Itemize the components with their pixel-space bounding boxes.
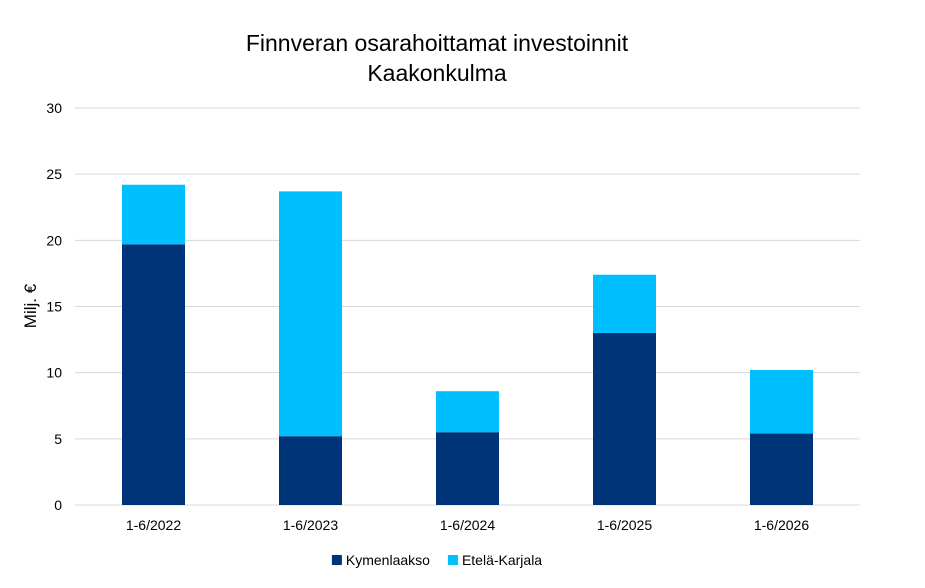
legend-swatch	[447, 555, 458, 565]
chart-subtitle: Kaakonkulma	[367, 60, 507, 86]
legend-item: Etelä-Karjala	[447, 552, 542, 568]
y-axis-title: Milj. €	[21, 283, 40, 328]
y-axis-ticks: 0 5 10 15 20 25 30	[46, 100, 62, 513]
y-tick-label: 5	[54, 431, 62, 447]
y-tick-label: 25	[46, 166, 62, 182]
y-tick-label: 0	[54, 497, 62, 513]
x-tick-label: 1-6/2024	[440, 517, 495, 533]
x-tick-label: 1-6/2023	[283, 517, 338, 533]
legend-label: Etelä-Karjala	[462, 552, 542, 568]
x-tick-label: 1-6/2025	[597, 517, 652, 533]
bars	[122, 184, 813, 505]
bar-segment-etel-karjala-1-6-2026	[750, 370, 813, 434]
x-axis-ticks: 1-6/2022 1-6/2023 1-6/2024 1-6/2025 1-6/2026	[126, 517, 809, 533]
bar-segment-etel-karjala-1-6-2024	[436, 391, 499, 433]
legend-label: Kymenlaakso	[346, 552, 430, 568]
y-tick-label: 15	[46, 299, 62, 315]
x-tick-label: 1-6/2026	[754, 517, 809, 533]
legend-item: Kymenlaakso	[331, 552, 430, 568]
bar-segment-kymenlaakso-1-6-2026	[750, 433, 813, 505]
bar-segment-kymenlaakso-1-6-2024	[436, 432, 499, 505]
y-tick-label: 30	[46, 100, 62, 116]
bar-segment-kymenlaakso-1-6-2022	[122, 244, 185, 505]
bar-segment-kymenlaakso-1-6-2025	[593, 332, 656, 505]
y-tick-label: 20	[46, 232, 62, 248]
bar-segment-etel-karjala-1-6-2022	[122, 184, 185, 245]
bar-segment-etel-karjala-1-6-2023	[279, 191, 342, 437]
legend: Kymenlaakso Etelä-Karjala	[331, 552, 542, 568]
y-tick-label: 10	[46, 365, 62, 381]
x-tick-label: 1-6/2022	[126, 517, 181, 533]
legend-swatch	[331, 555, 342, 565]
bar-segment-etel-karjala-1-6-2025	[593, 274, 656, 333]
gridlines	[75, 107, 860, 506]
chart-title: Finnveran osarahoittamat investoinnit	[246, 30, 629, 56]
bar-segment-kymenlaakso-1-6-2023	[279, 436, 342, 505]
